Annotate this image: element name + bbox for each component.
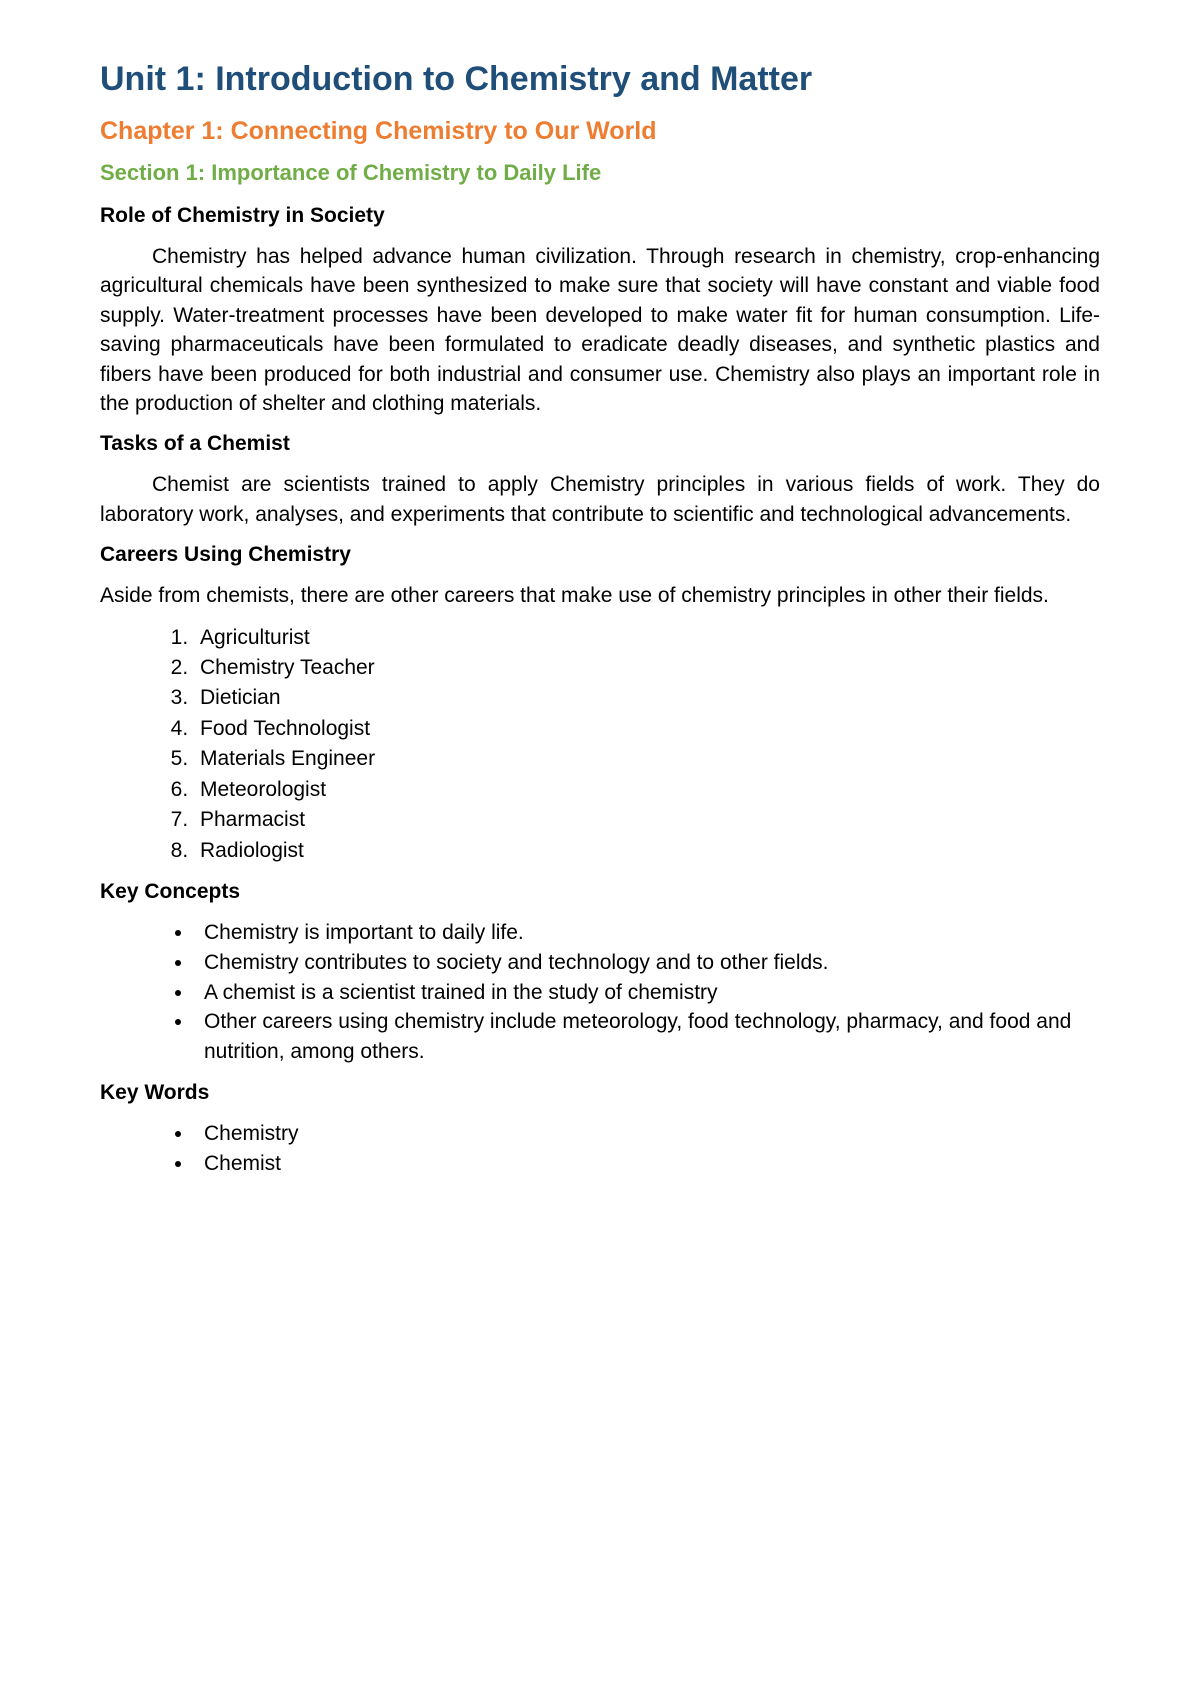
list-item: Chemistry Teacher [194,653,1100,683]
unit-title: Unit 1: Introduction to Chemistry and Ma… [100,60,1100,99]
paragraph-tasks: Chemist are scientists trained to apply … [100,470,1100,529]
list-item: Chemistry is important to daily life. [194,918,1100,948]
section-title: Section 1: Importance of Chemistry to Da… [100,160,1100,186]
careers-ordered-list: Agriculturist Chemistry Teacher Dieticia… [168,623,1100,867]
list-item: Meteorologist [194,775,1100,805]
list-item: Chemist [194,1149,1100,1179]
list-item: Chemistry contributes to society and tec… [194,948,1100,978]
subhead-role: Role of Chemistry in Society [100,204,1100,228]
list-item: Food Technologist [194,714,1100,744]
paragraph-role: Chemistry has helped advance human civil… [100,242,1100,418]
subhead-tasks: Tasks of a Chemist [100,432,1100,456]
paragraph-careers-intro: Aside from chemists, there are other car… [100,581,1100,610]
list-item: Pharmacist [194,805,1100,835]
key-concepts-list: Chemistry is important to daily life. Ch… [168,918,1100,1067]
subhead-careers: Careers Using Chemistry [100,543,1100,567]
list-item: Agriculturist [194,623,1100,653]
list-item: Materials Engineer [194,744,1100,774]
key-words-list: Chemistry Chemist [168,1119,1100,1179]
list-item: Radiologist [194,836,1100,866]
subhead-key-concepts: Key Concepts [100,880,1100,904]
list-item: A chemist is a scientist trained in the … [194,978,1100,1008]
subhead-key-words: Key Words [100,1081,1100,1105]
list-item: Dietician [194,683,1100,713]
chapter-title: Chapter 1: Connecting Chemistry to Our W… [100,117,1100,146]
list-item: Chemistry [194,1119,1100,1149]
list-item: Other careers using chemistry include me… [194,1007,1100,1067]
